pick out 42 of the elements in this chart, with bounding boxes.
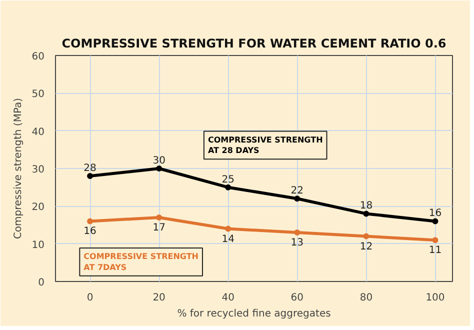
data-label: 18 bbox=[360, 200, 373, 212]
data-label: 28 bbox=[84, 163, 96, 174]
y-tick-label: 0 bbox=[38, 278, 45, 288]
point bbox=[225, 226, 232, 232]
y-tick-label: 10 bbox=[32, 240, 45, 251]
data-label: 22 bbox=[290, 186, 304, 197]
point bbox=[156, 166, 162, 172]
data-label: 12 bbox=[360, 241, 373, 252]
y-tick-label: 20 bbox=[32, 202, 45, 214]
text: COMPRESSIVE STRENGTH AT 7DAYS bbox=[84, 252, 198, 272]
chart-title: COMPRESSIVE STRENGTH FOR WATER CEMENT RATIO 0.6 bbox=[62, 36, 446, 50]
point bbox=[225, 184, 232, 190]
data-label: 11 bbox=[428, 245, 442, 256]
y-tick-label: 40 bbox=[32, 126, 45, 138]
data-label: 13 bbox=[290, 238, 304, 249]
data-label: 14 bbox=[222, 234, 234, 245]
data-label: 25 bbox=[222, 174, 234, 186]
y-tick-label: 50 bbox=[32, 89, 45, 100]
data-label: 30 bbox=[152, 156, 166, 166]
x-tick-label: 60 bbox=[290, 292, 304, 304]
y-tick-label: 60 bbox=[32, 52, 45, 62]
x-tick-label: 80 bbox=[360, 292, 373, 304]
y-axis-title: Compressive strength (MPa) bbox=[12, 98, 24, 240]
y-tick-label: 30 bbox=[32, 164, 45, 176]
point bbox=[363, 210, 370, 217]
data-label: 16 bbox=[84, 226, 96, 238]
point bbox=[87, 173, 94, 180]
point bbox=[432, 218, 438, 224]
point bbox=[432, 237, 438, 244]
point bbox=[294, 196, 300, 202]
point bbox=[87, 218, 94, 224]
data-label: 17 bbox=[152, 222, 166, 234]
text: COMPRESSIVE STRENGTH AT 28 DAYS bbox=[208, 135, 323, 156]
point bbox=[156, 214, 162, 220]
point bbox=[294, 230, 300, 236]
x-tick-label: 20 bbox=[152, 292, 166, 304]
data-label: 16 bbox=[428, 208, 442, 220]
x-tick-label: 0 bbox=[86, 292, 94, 304]
x-tick-label: 100 bbox=[426, 292, 445, 304]
point bbox=[363, 233, 370, 240]
x-axis-title: % for recycled fine aggregates bbox=[177, 308, 331, 320]
x-tick-label: 40 bbox=[222, 292, 234, 304]
